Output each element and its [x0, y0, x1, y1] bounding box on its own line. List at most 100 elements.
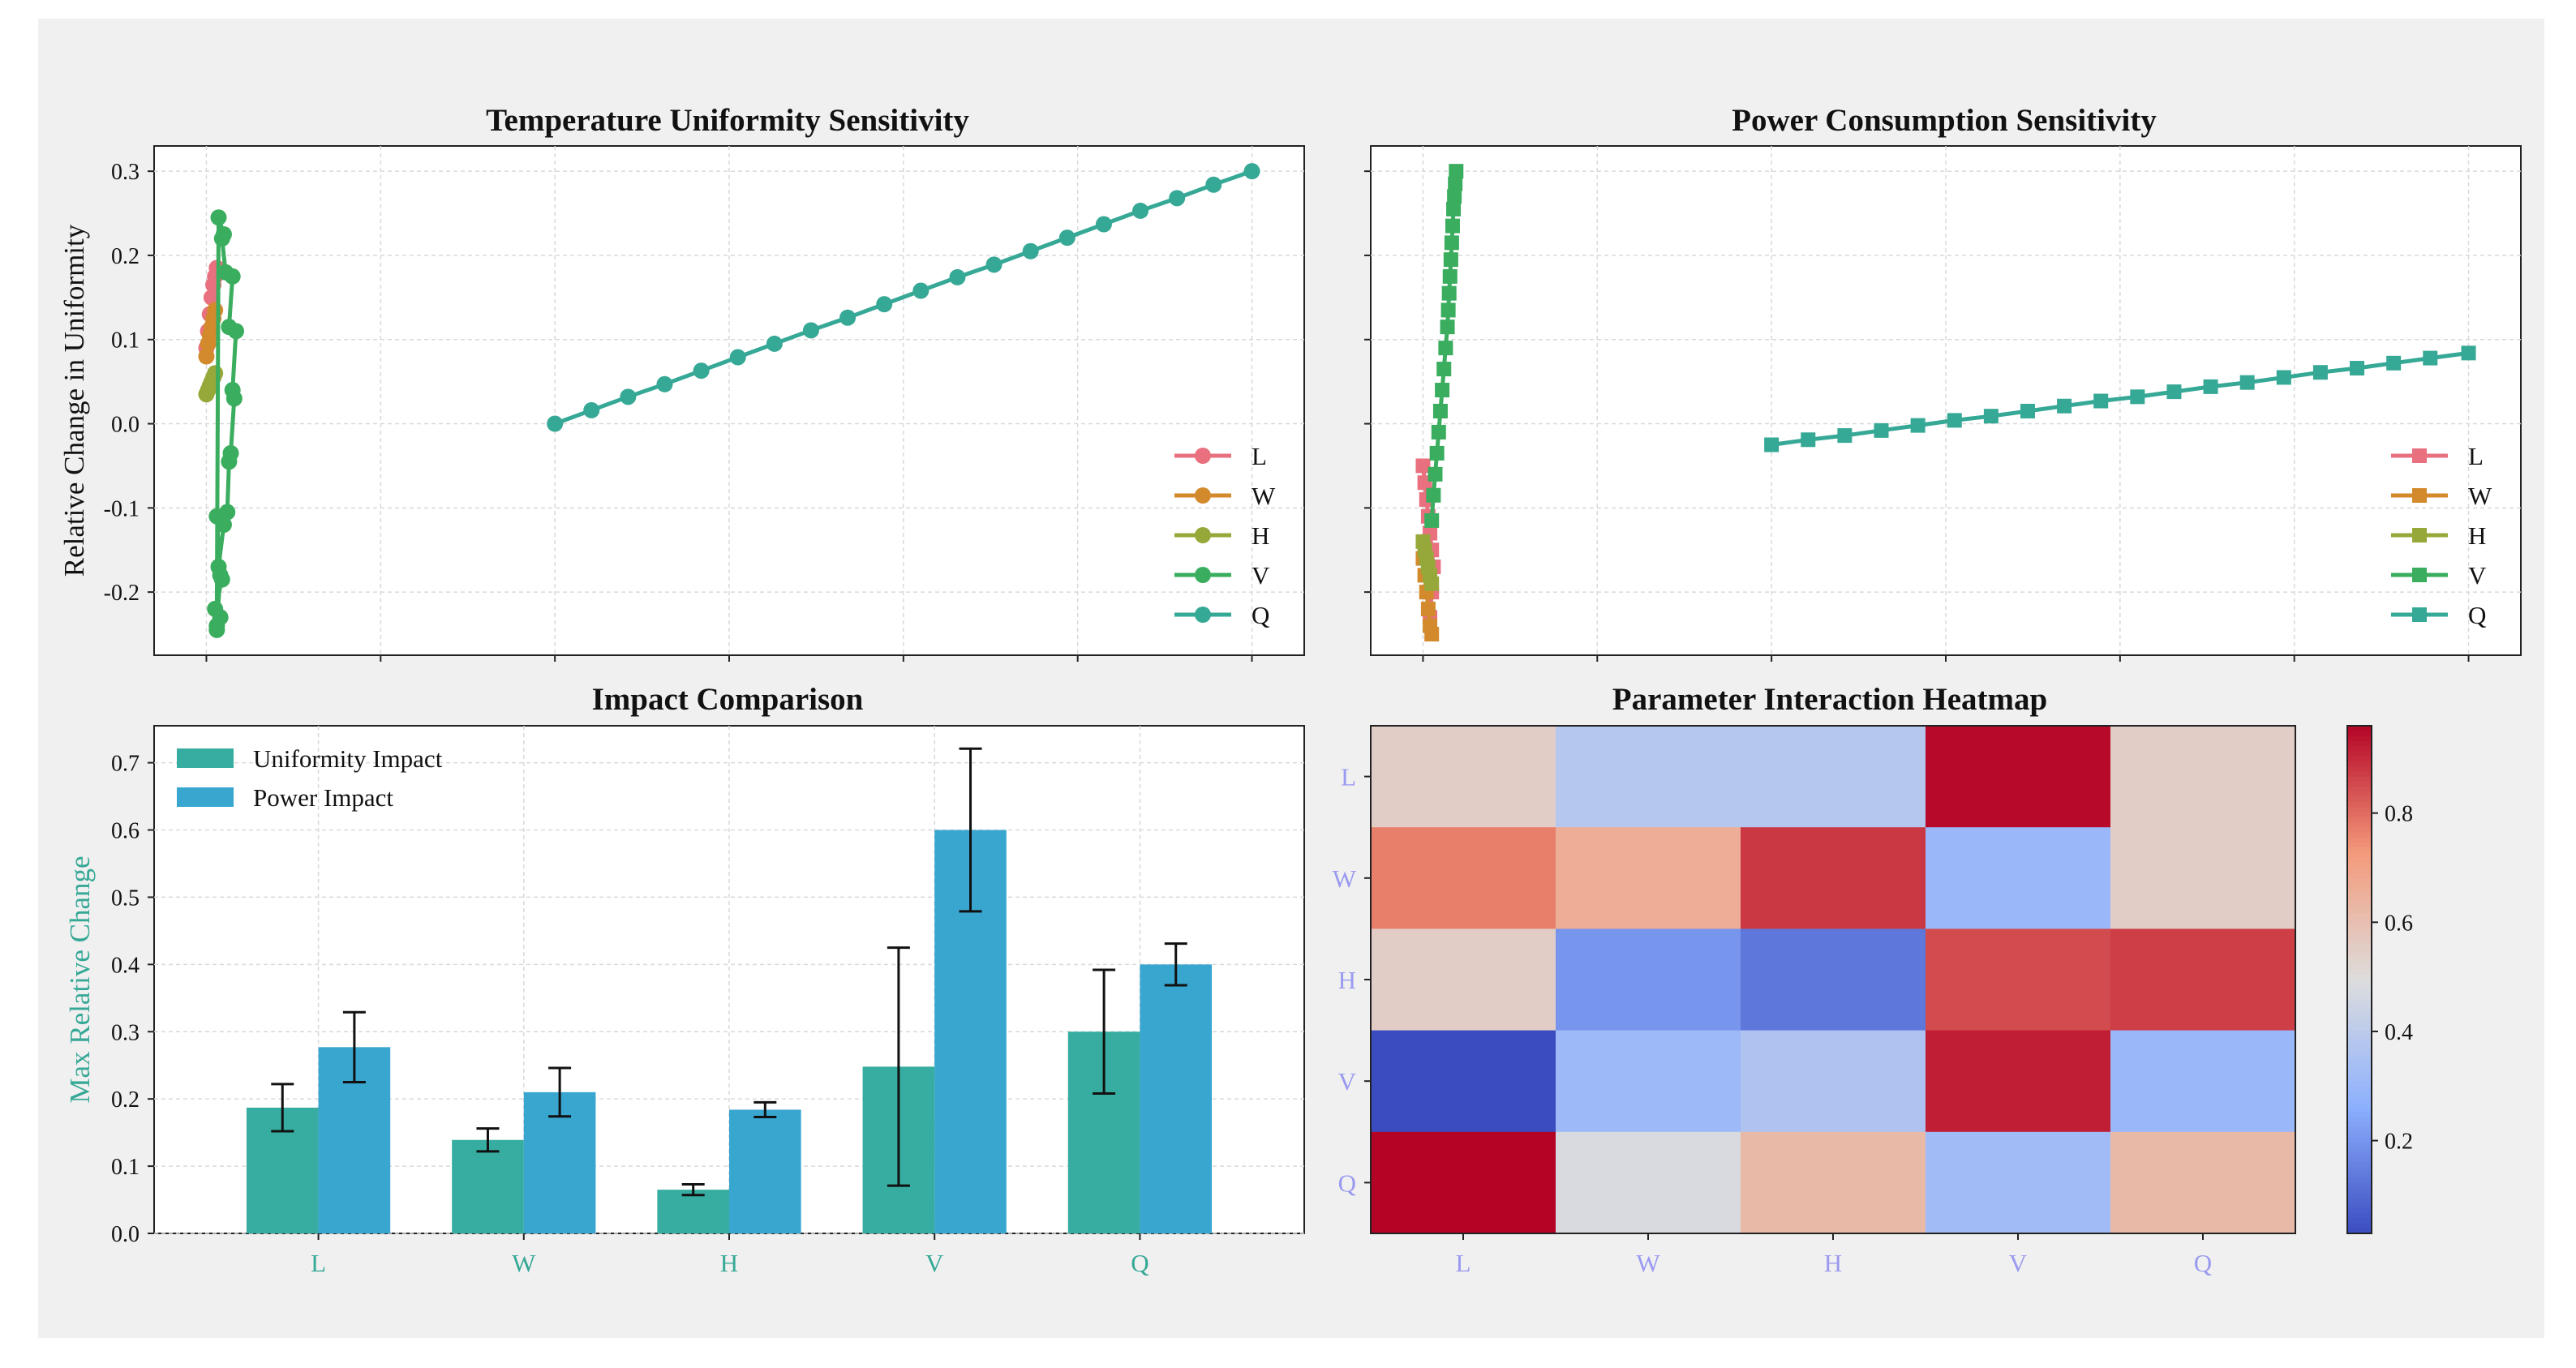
colorbar-segment: [2347, 1070, 2372, 1077]
colorbar-segment: [2347, 821, 2372, 828]
colorbar-segment: [2347, 1106, 2372, 1113]
legend-label-V: V: [2468, 561, 2487, 590]
y-tick-label: -0.1: [104, 496, 140, 521]
point-V: [1442, 268, 1458, 284]
point-W: [1420, 601, 1436, 616]
colorbar-segment: [2347, 1050, 2372, 1057]
point-V: [1444, 235, 1459, 251]
heatmap-x-label-Q: Q: [2194, 1249, 2212, 1277]
point-V: [1447, 189, 1462, 204]
heatmap-cell: [1556, 726, 1741, 828]
uniformity-chart-title: Temperature Uniformity Sensitivity: [486, 103, 969, 138]
legend-marker-L: [1195, 448, 1211, 464]
heatmap-cell: [1556, 1030, 1741, 1133]
colorbar-segment: [2347, 918, 2372, 924]
point-Q: [2423, 350, 2438, 366]
point-Q: [2020, 403, 2035, 418]
power-y-ticks: [1364, 170, 1371, 594]
colorbar-segment: [2347, 980, 2372, 986]
point-Q: [802, 322, 819, 339]
y-tick-label: 0.3: [111, 160, 140, 185]
power-x-ticks: [1422, 655, 2470, 662]
colorbar-segment: [2347, 924, 2372, 930]
point-Q: [1837, 428, 1853, 444]
point-V: [1426, 487, 1441, 503]
impact-chart-title: Impact Comparison: [592, 682, 864, 717]
legend-marker-Q: [2412, 607, 2427, 622]
colorbar-segment: [2347, 898, 2372, 904]
colorbar-segment: [2347, 1172, 2372, 1178]
heatmap-cell: [1371, 726, 1556, 828]
heatmap-y-label-H: H: [1338, 966, 1356, 994]
colorbar-segment: [2347, 1157, 2372, 1164]
colorbar-segment: [2347, 1055, 2372, 1061]
impact-bars: [246, 747, 1213, 1233]
colorbar-segment: [2347, 761, 2372, 767]
legend-label-W: W: [2468, 482, 2492, 510]
colorbar-segment: [2347, 954, 2372, 960]
heatmap-cell: [2110, 928, 2296, 1031]
point-Q: [583, 401, 600, 418]
point-W: [198, 348, 215, 365]
colorbar-tick-label: 0.8: [2385, 802, 2413, 827]
colorbar-segment: [2347, 751, 2372, 757]
point-Q: [2166, 384, 2182, 400]
point-Q: [656, 375, 673, 392]
legend-marker-W: [2412, 488, 2427, 503]
point-Q: [1205, 176, 1222, 193]
legend-label-W: W: [1252, 482, 1276, 510]
colorbar-segment: [2347, 1111, 2372, 1117]
colorbar-segment: [2347, 1014, 2372, 1021]
power-series: [1415, 164, 2476, 642]
point-V: [1443, 252, 1458, 268]
colorbar-segment: [2347, 944, 2372, 950]
colorbar-segment: [2347, 868, 2372, 874]
point-L: [1415, 458, 1431, 474]
heatmap-cell: [1926, 928, 2111, 1031]
heatmap-cell: [1371, 1030, 1556, 1133]
colorbar-segment: [2347, 969, 2372, 976]
legend-marker-Q: [1195, 607, 1211, 623]
point-Q: [1947, 413, 1962, 428]
x-tick-label-L: L: [311, 1249, 326, 1277]
heatmap-x-label-H: H: [1824, 1249, 1842, 1277]
point-Q: [1058, 229, 1075, 247]
point-Q: [1764, 437, 1780, 452]
point-Q: [2312, 365, 2328, 380]
heatmap-cell: [1556, 827, 1741, 929]
colorbar-segment: [2347, 1218, 2372, 1224]
point-V: [1432, 403, 1448, 418]
point-Q: [729, 349, 746, 366]
point-W: [1424, 627, 1440, 642]
bar-uniformity-W: [452, 1139, 524, 1233]
point-Q: [1874, 422, 1889, 438]
point-Q: [2130, 389, 2145, 405]
colorbar-segment: [2347, 1126, 2372, 1133]
colorbar-tick-label: 0.6: [2385, 911, 2413, 936]
point-V: [210, 209, 227, 226]
panel-interaction-heatmap: Parameter Interaction Heatmap L W H V Q L W H V Q…: [1333, 682, 2413, 1277]
colorbar-segment: [2347, 1096, 2372, 1103]
colorbar-segment: [2347, 863, 2372, 869]
point-L: [203, 289, 220, 306]
point-Q: [547, 415, 564, 432]
point-W: [207, 302, 224, 319]
colorbar-segment: [2347, 740, 2372, 747]
point-Q: [985, 256, 1002, 273]
point-Q: [1243, 163, 1260, 180]
point-V: [1435, 383, 1450, 398]
heatmap-cell: [1371, 827, 1556, 929]
heatmap-cell: [1556, 928, 1741, 1031]
point-Q: [1983, 409, 1999, 424]
heatmap-y-label-Q: Q: [1338, 1169, 1356, 1197]
legend-label: Uniformity Impact: [253, 744, 443, 773]
colorbar-segment: [2347, 1151, 2372, 1158]
point-Q: [766, 335, 783, 352]
colorbar-segment: [2347, 1142, 2372, 1148]
legend-label: Power Impact: [253, 783, 393, 812]
legend-marker-L: [2412, 448, 2427, 463]
heatmap-cell: [2110, 1030, 2296, 1133]
point-V: [1441, 285, 1457, 301]
colorbar-segment: [2347, 1162, 2372, 1169]
